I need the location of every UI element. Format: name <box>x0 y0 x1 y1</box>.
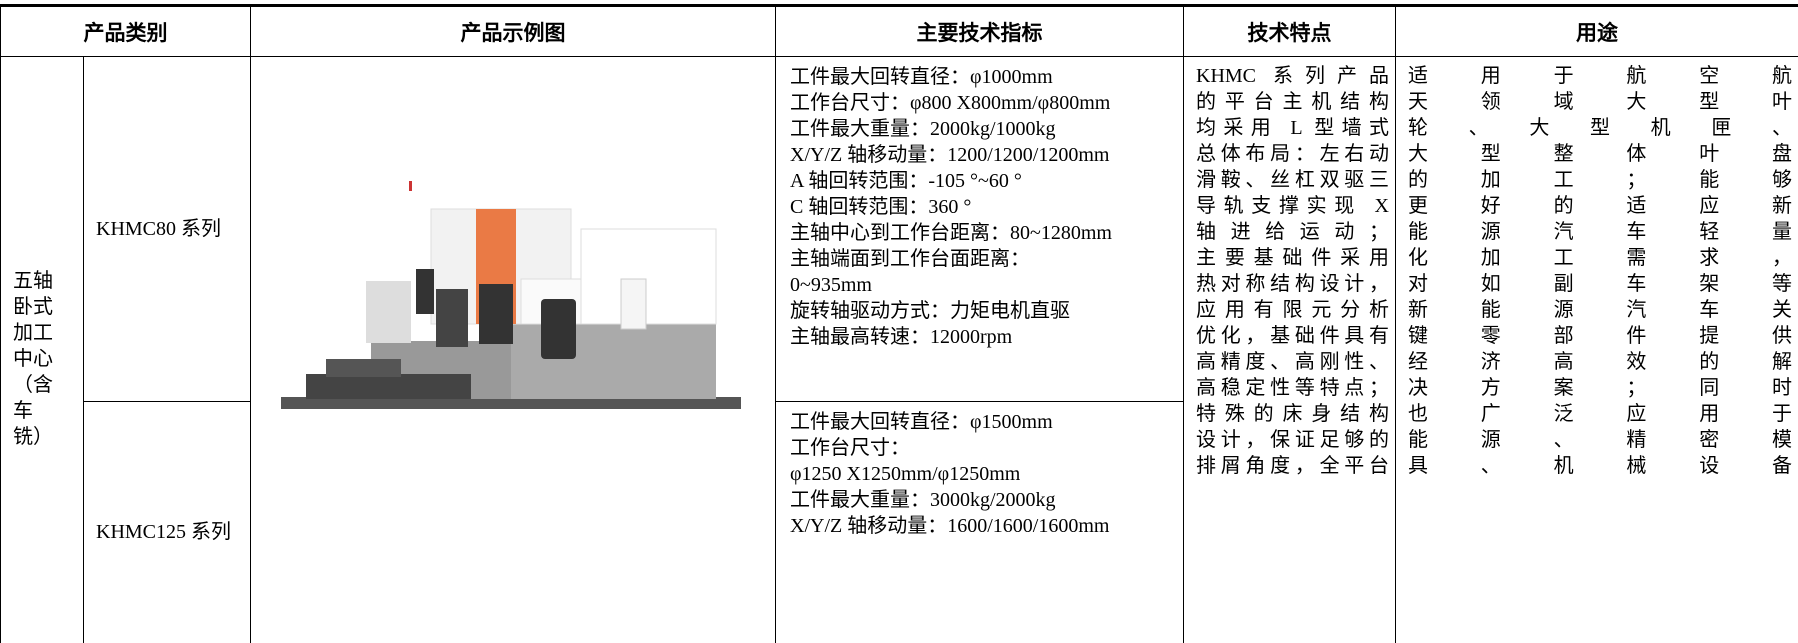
text-line: 中心 <box>13 348 53 370</box>
text-line: 适用于航空航 <box>1408 65 1792 87</box>
text-line: 天领域大型叶 <box>1408 91 1792 113</box>
text-line: 具、机械设备 <box>1408 455 1792 477</box>
body <box>366 281 411 343</box>
text-line: 应用有限元分析 <box>1196 299 1389 321</box>
panel <box>416 269 434 314</box>
text-line: 工件最大重量：2000kg/1000kg <box>790 118 1056 140</box>
text-line: 工件最大重量：3000kg/2000kg <box>790 489 1056 511</box>
category-cell: 五轴卧式加工中心 （含车铣） <box>0 56 84 643</box>
text-line: X/Y/Z 轴移动量：1200/1200/1200mm <box>790 144 1110 166</box>
text-line: 更好的适应新 <box>1408 195 1792 217</box>
text-line: 卧式 <box>13 296 53 318</box>
text-line: 大型整体叶盘 <box>1408 143 1792 165</box>
header-row: 产品类别 产品示例图 主要技术指标 技术特点 用途 <box>0 4 1798 57</box>
text-line: 新能源汽车关 <box>1408 299 1792 321</box>
text-line: 经济高效的解 <box>1408 351 1792 373</box>
spec-cell: 工件最大回转直径：φ1000mm 工作台尺寸：φ800 X800mm/φ800mm… <box>775 56 1184 402</box>
text-line: 五轴 <box>13 270 53 292</box>
text-line: 工作台尺寸： <box>790 437 910 459</box>
text-line: X/Y/Z 轴移动量：1600/1600/1600mm <box>790 515 1110 537</box>
text-line: 轴进给运动； <box>1196 221 1389 243</box>
image-cell <box>250 56 776 643</box>
text-line: A 轴回转范围：-105 °~60 ° <box>790 170 1022 192</box>
text-line: 键零部件提供 <box>1408 325 1792 347</box>
row: KHMC125 系列 工件最大回转直径：φ1500mm 工作台尺寸： φ1250 X… <box>1 401 1798 643</box>
cabinet-panel <box>620 278 647 330</box>
text-line: C 轴回转范围：360 ° <box>790 196 972 218</box>
text-line: 能源汽车轻量 <box>1408 221 1792 243</box>
signal-light <box>409 181 412 191</box>
header-cell: 用途 <box>1395 4 1798 57</box>
text-line: 0~935mm <box>790 274 872 296</box>
base <box>281 397 741 409</box>
text-line: 均采用 L 型墙式 <box>1196 117 1389 139</box>
text-line: 旋转轴驱动方式：力矩电机直驱 <box>790 300 1070 322</box>
text-line: 铣） <box>13 426 53 448</box>
text-line: 主轴中心到工作台距离：80~1280mm <box>790 222 1112 244</box>
text-line: 能源、精密模 <box>1408 429 1792 451</box>
door <box>479 284 513 344</box>
text-line: 化加工需求， <box>1408 247 1792 269</box>
header-cell: 产品示例图 <box>250 4 776 57</box>
series-cell: KHMC80 系列 <box>83 56 251 402</box>
row: 五轴卧式加工中心 （含车铣） KHMC80 系列 <box>0 56 1798 643</box>
door <box>436 289 468 347</box>
text-line: 热对称结构设计， <box>1196 273 1389 295</box>
window <box>541 299 576 359</box>
text-line: 总体布局：左右动 <box>1196 143 1389 165</box>
text-line: 加工 <box>13 322 53 344</box>
text-line: 车 <box>13 400 33 422</box>
text-line: 高精度、高刚性、 <box>1196 351 1389 373</box>
text-line: 主轴最高转速：12000rpm <box>790 326 1013 348</box>
text-line: 优化，基础件具有 <box>1196 325 1389 347</box>
features-cell: KHMC 系列产品 的平台主机结构 均采用 L 型墙式 总体布局：左右动 滑鞍、丝杠双驱… <box>1183 56 1396 643</box>
text-line: （含 <box>13 374 53 396</box>
product-table: 产品类别 产品示例图 主要技术指标 技术特点 用途 五轴卧式加工中心 （含车铣） … <box>0 4 1798 643</box>
text-line: 高稳定性等特点； <box>1196 377 1389 399</box>
text-line: 也广泛应用于 <box>1408 403 1792 425</box>
header-cell: 产品类别 <box>0 4 251 57</box>
text-line: 滑鞍、丝杠双驱三 <box>1196 169 1389 191</box>
text-line: 导轨支撑实现 X <box>1196 195 1389 217</box>
text-line: 的平台主机结构 <box>1196 91 1389 113</box>
uses-cell: 适用于航空航 天领域大型叶 轮、大型机匣、 大型整体叶盘 的加工；能够 更好的适应新 能源汽… <box>1395 56 1798 643</box>
text-line: KHMC 系列产品 <box>1196 65 1389 87</box>
series-cell: KHMC125 系列 <box>83 401 251 643</box>
spec-cell: 工件最大回转直径：φ1500mm 工作台尺寸： φ1250 X1250mm/φ125… <box>775 401 1184 643</box>
text-line: φ1250 X1250mm/φ1250mm <box>790 463 1021 485</box>
text-line: 决方案；同时 <box>1408 377 1792 399</box>
text-line: 对如副车架等 <box>1408 273 1792 295</box>
machine-image <box>281 181 741 409</box>
text-line: 主轴端面到工作台面距离： <box>790 248 1030 270</box>
steps <box>326 359 401 377</box>
text-line: 的加工；能够 <box>1408 169 1792 191</box>
header-cell: 技术特点 <box>1183 4 1396 57</box>
text-line: 轮、大型机匣、 <box>1408 117 1792 139</box>
header-cell: 主要技术指标 <box>775 4 1184 57</box>
cabinet <box>580 228 717 325</box>
steps <box>306 374 471 399</box>
text-line: 主要基础件采用 <box>1196 247 1389 269</box>
text-line: 工作台尺寸：φ800 X800mm/φ800mm <box>790 92 1111 114</box>
text-line: 排屑角度，全平台 <box>1196 455 1389 477</box>
text-line: 工件最大回转直径：φ1500mm <box>790 411 1053 433</box>
text-line: 特殊的床身结构 <box>1196 403 1389 425</box>
text-line: 设计，保证足够的 <box>1196 429 1389 451</box>
text-line: 工件最大回转直径：φ1000mm <box>790 66 1053 88</box>
